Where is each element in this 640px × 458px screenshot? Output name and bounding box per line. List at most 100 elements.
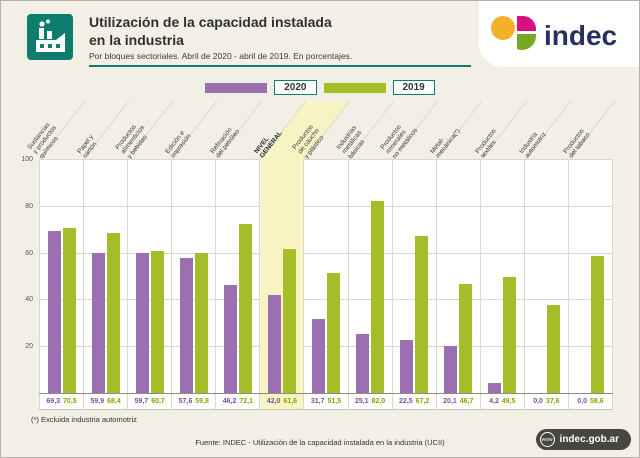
value-cell: 69,3 70,5 bbox=[39, 394, 83, 409]
value-2019: 59,8 bbox=[195, 398, 209, 405]
chart-column bbox=[347, 159, 392, 393]
bar-2019 bbox=[371, 201, 385, 393]
website-url: indec.gob.ar bbox=[559, 434, 619, 445]
chart-column bbox=[567, 159, 614, 393]
value-2020: 0,0 bbox=[577, 398, 588, 405]
y-tick-label: 80 bbox=[25, 202, 33, 210]
legend-swatch-2020 bbox=[205, 82, 268, 93]
chart-subtitle: Por bloques sectoriales. Abril de 2020 -… bbox=[89, 51, 353, 61]
value-cell: 59,9 68,4 bbox=[83, 394, 127, 409]
chart-column bbox=[39, 159, 83, 393]
chart-column bbox=[83, 159, 127, 393]
bar-2019 bbox=[238, 224, 252, 393]
indec-logo-card: indec bbox=[479, 1, 639, 67]
bar-2019 bbox=[415, 235, 429, 393]
legend-label-2020: 2020 bbox=[274, 80, 317, 95]
y-tick-label: 100 bbox=[21, 156, 33, 163]
page-title: Utilización de la capacidad instalada en… bbox=[89, 14, 332, 49]
y-axis: 100 80 60 40 20 bbox=[11, 156, 37, 393]
value-2020: 20,1 bbox=[443, 398, 457, 405]
bar-2020 bbox=[356, 334, 370, 393]
gridline bbox=[39, 346, 613, 348]
bar-chart: Sustancias y productos químicos Papel y c… bbox=[21, 101, 616, 410]
chart-column bbox=[303, 159, 347, 393]
legend-swatch-2019 bbox=[323, 82, 386, 93]
category-label: Sustancias y productos químicos bbox=[26, 121, 60, 160]
bar-2019 bbox=[194, 253, 208, 393]
bar-2020 bbox=[488, 383, 502, 393]
globe-icon: www bbox=[539, 432, 555, 447]
value-2020: 59,9 bbox=[90, 398, 105, 405]
bar-2020 bbox=[47, 230, 61, 393]
plot-wrap: 100 80 60 40 20 bbox=[21, 156, 614, 394]
value-cell: 57,6 59,8 bbox=[171, 394, 215, 409]
bar-2020 bbox=[444, 345, 458, 393]
value-2019: 82,0 bbox=[371, 398, 386, 405]
source-line: Fuente: INDEC - Utilización de la capaci… bbox=[195, 438, 445, 447]
bar-2019 bbox=[150, 250, 164, 393]
category-labels: Sustancias y productos químicos Papel y c… bbox=[26, 101, 616, 160]
value-2019: 72,1 bbox=[239, 398, 253, 405]
value-2020: 4,2 bbox=[489, 398, 499, 405]
gridline bbox=[39, 299, 613, 301]
value-2019: 67,2 bbox=[415, 398, 430, 405]
chart-column bbox=[479, 159, 524, 393]
value-2020: 59,7 bbox=[134, 398, 149, 405]
bar-2019 bbox=[459, 283, 473, 393]
value-cell: 4,2 49,5 bbox=[479, 394, 524, 409]
gridline bbox=[39, 159, 613, 160]
value-cell: 59,7 60,7 bbox=[127, 394, 171, 409]
bar-2019 bbox=[327, 272, 340, 393]
website-badge: www indec.gob.ar bbox=[535, 429, 631, 450]
value-2020: 22,5 bbox=[399, 398, 413, 405]
bar-2020 bbox=[135, 253, 149, 393]
plot-area bbox=[39, 159, 614, 393]
gridline bbox=[39, 205, 613, 207]
value-2019: 68,4 bbox=[107, 398, 121, 405]
value-cell: 0,0 37,6 bbox=[523, 394, 568, 409]
value-2019: 46,7 bbox=[459, 398, 474, 405]
value-2019: 58,6 bbox=[590, 398, 604, 405]
title-line-2: en la industria bbox=[89, 31, 184, 48]
footnote: (*) Excluida industria automotriz bbox=[31, 415, 137, 424]
bar-2019 bbox=[106, 232, 120, 393]
value-2019: 61,6 bbox=[283, 398, 298, 405]
category-label-cell: Productos del tabaco bbox=[562, 101, 616, 160]
bar-2019 bbox=[503, 277, 517, 393]
bar-2020 bbox=[223, 284, 237, 393]
chart-column bbox=[523, 159, 568, 393]
value-cell: 22,5 67,2 bbox=[391, 394, 436, 409]
bar-2019 bbox=[282, 248, 296, 393]
y-tick-label: 20 bbox=[25, 343, 33, 351]
chart-column bbox=[171, 159, 215, 393]
value-row: 69,3 70,5 59,9 68,4 59,7 60,7 57,6 59,8 46,2 72,1… bbox=[39, 394, 614, 410]
legend-label-2019: 2019 bbox=[392, 80, 435, 95]
bar-2019 bbox=[591, 255, 605, 393]
value-2019: 37,6 bbox=[545, 398, 560, 405]
value-2020: 46,2 bbox=[222, 398, 237, 405]
value-2020: 0,0 bbox=[533, 398, 543, 405]
y-tick-label: 60 bbox=[25, 249, 33, 257]
indec-logo-text: indec bbox=[544, 20, 617, 51]
y-tick-label: 40 bbox=[25, 296, 33, 304]
chart-column bbox=[391, 159, 436, 393]
bar-2020 bbox=[267, 294, 281, 393]
value-cell: 42,0 61,6 bbox=[259, 394, 304, 409]
value-2020: 57,6 bbox=[178, 398, 193, 405]
value-cell: 20,1 46,7 bbox=[435, 394, 480, 409]
indec-logo: indec bbox=[491, 16, 617, 51]
bar-2020 bbox=[91, 252, 105, 393]
chart-column bbox=[215, 159, 259, 393]
value-cell: 0,0 58,6 bbox=[567, 394, 614, 409]
value-2020: 69,3 bbox=[46, 398, 61, 405]
value-2019: 49,5 bbox=[501, 398, 516, 405]
chart-column bbox=[127, 159, 171, 393]
bar-2020 bbox=[179, 258, 193, 393]
factory-icon bbox=[27, 14, 73, 60]
teal-divider bbox=[89, 65, 471, 67]
bar-2020 bbox=[312, 318, 325, 393]
gridline bbox=[39, 252, 613, 254]
value-2019: 60,7 bbox=[151, 398, 165, 405]
value-cell: 46,2 72,1 bbox=[215, 394, 259, 409]
